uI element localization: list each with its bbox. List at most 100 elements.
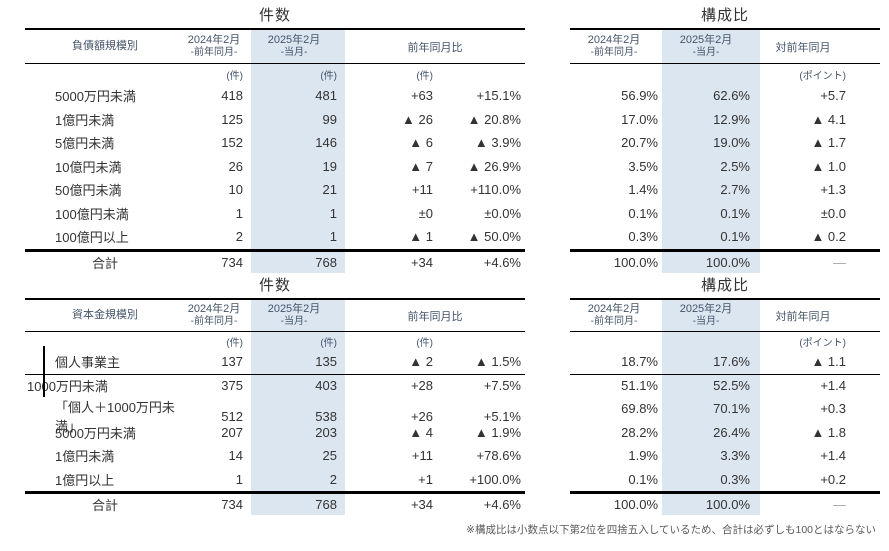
column-header-yoy: 前年同月比 <box>407 41 463 54</box>
cell-prev-year: 734 <box>221 497 243 512</box>
cell-current: 481 <box>251 84 345 108</box>
cell-yoy-pct: ▲ 3.9% <box>474 135 521 151</box>
table-title-ratio: 構成比 <box>700 7 749 24</box>
cell-prev-year: 137 <box>221 354 243 370</box>
cell-prev-year: 0.1% <box>628 205 658 221</box>
cell-prev-year: 1.4% <box>628 182 658 198</box>
cell-yoy-pct: +4.6% <box>483 497 521 512</box>
cell-yoy-diff: +1 <box>418 471 433 487</box>
cell-yoy-points: ▲ 1.1 <box>811 354 846 370</box>
cell-prev-year: 1 <box>235 471 243 487</box>
cell-current: 768 <box>251 251 345 273</box>
cell-yoy-pct: ▲ 1.9% <box>474 424 521 440</box>
capital-count-table: 資本金規模別 2024年2月 -前年同月- 2025年2月 -当月- 前年同月比… <box>25 298 525 515</box>
cell-current: 26.4% <box>662 420 760 444</box>
table-row: 56.9% 62.6% +5.7 <box>570 84 880 108</box>
cell-prev-year: 512 <box>221 408 243 424</box>
debt-count-table: 負債額規模別 2024年2月 -前年同月- 2025年2月 -当月- 前年同月比… <box>25 28 525 273</box>
column-header-current: 2025年2月 -当月- <box>662 30 760 63</box>
cell-yoy-points: +0.2 <box>820 471 846 487</box>
table-row: 1.9% 3.3% +1.4 <box>570 444 880 468</box>
cell-prev-year: 26 <box>228 158 243 174</box>
cell-yoy-diff: ▲ 6 <box>409 135 433 151</box>
row-label: 100億円未満 <box>55 206 129 222</box>
unit-label: (件) <box>226 70 243 82</box>
cell-yoy-diff: +34 <box>410 497 433 512</box>
cell-yoy-points: +5.7 <box>820 88 846 104</box>
cell-prev-year: 17.0% <box>621 111 658 127</box>
cell-current: 70.1% <box>662 397 760 421</box>
table-row: 個人事業主 137 135 ▲ 2 ▲ 1.5% <box>25 350 525 374</box>
cell-yoy-points: ▲ 1.8 <box>811 424 846 440</box>
cell-current: 1 <box>251 201 345 225</box>
cell-current: 2.5% <box>662 154 760 178</box>
cell-current: 203 <box>251 420 345 444</box>
cell-prev-year: 100.0% <box>613 254 658 270</box>
cell-yoy-diff: +11 <box>411 182 433 198</box>
cell-prev-year: 28.2% <box>621 424 658 440</box>
table-row: 0.1% 0.3% +0.2 <box>570 467 880 491</box>
table-row: 1.4% 2.7% +1.3 <box>570 178 880 202</box>
column-header-prev-year: 2024年2月 -前年同月- <box>187 303 241 327</box>
cell-current: 146 <box>251 131 345 155</box>
row-label: 100億円以上 <box>55 230 129 246</box>
table-row: 20.7% 19.0% ▲ 1.7 <box>570 131 880 155</box>
cell-prev-year: 10 <box>228 182 243 198</box>
column-header-yoy: 対前年同月 <box>775 41 831 54</box>
column-header-prev-year: 2024年2月 -前年同月- <box>187 34 241 58</box>
unit-row: (件) (件) (件) <box>25 332 525 350</box>
table-row: 50億円未満 10 21 +11 +110.0% <box>25 178 525 202</box>
table-row: 「個人＋1000万円未満」 512 538 +26 +5.1% <box>25 397 525 435</box>
data-rows: 個人事業主 137 135 ▲ 2 ▲ 1.5% 1000万円未満 375 40… <box>25 350 525 491</box>
table-row: 10億円未満 26 19 ▲ 7 ▲ 26.9% <box>25 154 525 178</box>
cell-prev-year: 0.1% <box>628 471 658 487</box>
row-label: 1億円以上 <box>55 472 115 488</box>
cell-yoy-pct: +7.5% <box>483 378 521 394</box>
unit-label: (件) <box>251 332 345 350</box>
cell-yoy-pct: +78.6% <box>476 448 521 464</box>
header-row: 2024年2月 -前年同月- 2025年2月 -当月- 対前年同月 <box>570 30 880 64</box>
cell-yoy-diff: ▲ 7 <box>409 158 433 174</box>
row-label: 1000万円未満 <box>27 379 108 395</box>
table-row: 100億円未満 1 1 ±0 ±0.0% <box>25 201 525 225</box>
cell-yoy-diff: ▲ 26 <box>402 111 433 127</box>
cell-yoy-diff: ▲ 2 <box>409 354 433 370</box>
column-header-current: 2025年2月 -当月- <box>251 300 345 331</box>
cell-current: 403 <box>251 374 345 397</box>
cell-yoy-diff: +34 <box>410 254 433 270</box>
debt-ratio-table: 2024年2月 -前年同月- 2025年2月 -当月- 対前年同月 (ポイント)… <box>570 28 880 273</box>
cell-prev-year: 1.9% <box>628 448 658 464</box>
table-row: 5000万円未満 207 203 ▲ 4 ▲ 1.9% <box>25 420 525 444</box>
cell-yoy-pct: ▲ 50.0% <box>467 229 521 245</box>
data-rows: 5000万円未満 418 481 +63 +15.1% 1億円未満 125 99… <box>25 84 525 249</box>
cell-current: 0.1% <box>662 201 760 225</box>
cell-prev-year: 152 <box>221 135 243 151</box>
cell-yoy-points: ― <box>833 497 846 512</box>
cell-yoy-pct: +110.0% <box>470 182 521 198</box>
cell-yoy-points: +1.3 <box>820 182 846 198</box>
cell-yoy-points: +0.3 <box>820 401 846 417</box>
cell-yoy-points: ▲ 4.1 <box>811 111 846 127</box>
total-label: 合計 <box>91 498 118 513</box>
data-rows: 18.7% 17.6% ▲ 1.1 51.1% 52.5% +1.4 69.8%… <box>570 350 880 491</box>
cell-current: 2.7% <box>662 178 760 202</box>
column-header-yoy: 前年同月比 <box>407 310 463 323</box>
table-row: 1億円未満 14 25 +11 +78.6% <box>25 444 525 468</box>
cell-yoy-pct: +15.1% <box>476 88 521 104</box>
table-debt-ratio-section: 構成比 2024年2月 -前年同月- 2025年2月 -当月- 対前年同月 (ポ… <box>570 4 880 273</box>
unit-label: (件) <box>416 70 433 82</box>
cell-current: 3.3% <box>662 444 760 468</box>
cell-current: 62.6% <box>662 84 760 108</box>
cell-prev-year: 69.8% <box>621 401 658 417</box>
unit-label: (件) <box>416 337 433 349</box>
unit-label: (件) <box>226 337 243 349</box>
cell-yoy-diff: +11 <box>411 448 433 464</box>
cell-current: 2 <box>251 467 345 491</box>
cell-prev-year: 3.5% <box>628 158 658 174</box>
cell-current: 0.1% <box>662 225 760 249</box>
table-row: 0.3% 0.1% ▲ 0.2 <box>570 225 880 249</box>
unit-row: (ポイント) <box>570 332 880 350</box>
cell-prev-year: 207 <box>221 424 243 440</box>
total-row: 100.0% 100.0% ― <box>570 491 880 515</box>
cell-current: 1 <box>251 225 345 249</box>
